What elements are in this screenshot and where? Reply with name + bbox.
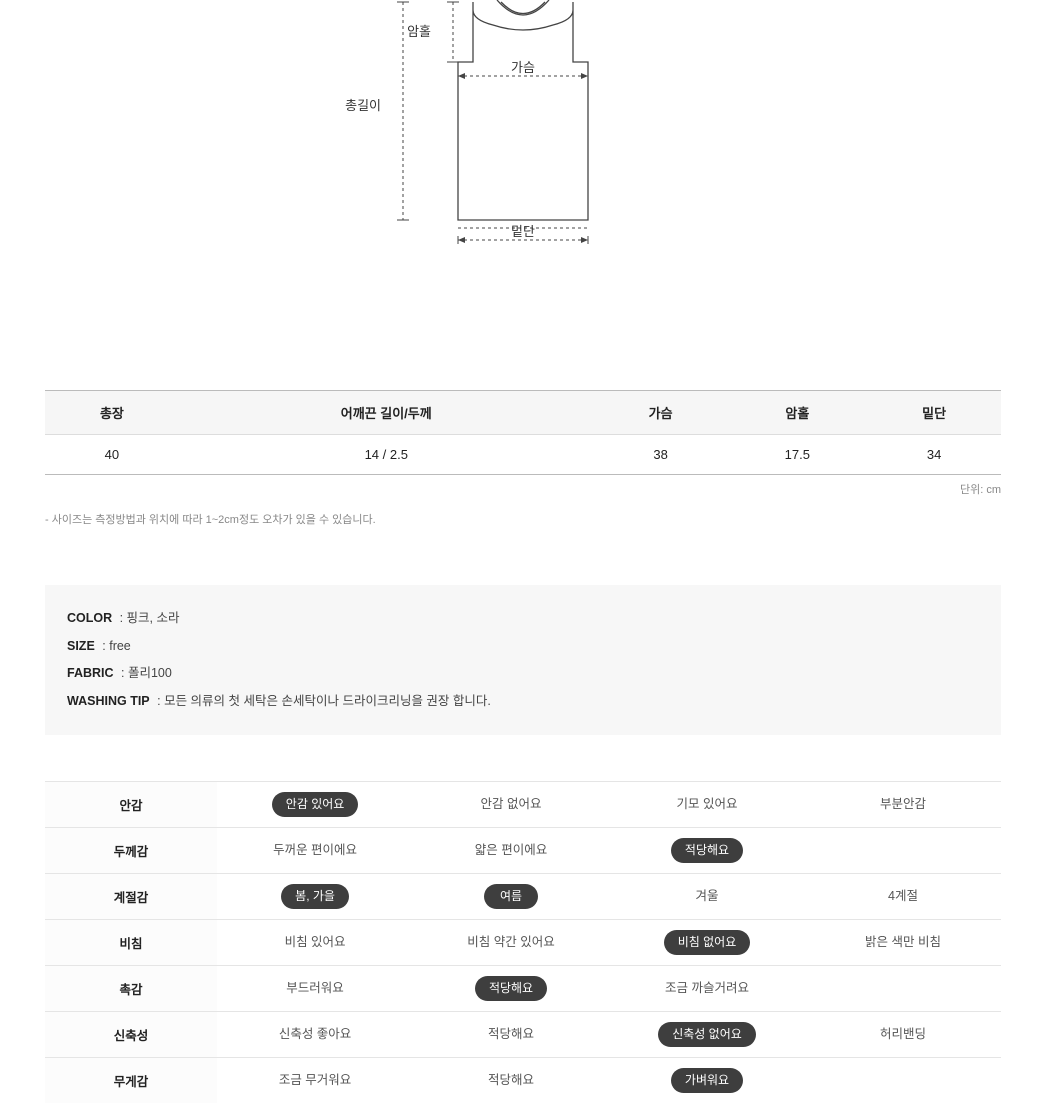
size-col-header: 암홀: [728, 391, 868, 435]
attr-option-selected: 봄, 가을: [281, 884, 349, 909]
attr-row-label: 신축성: [45, 1012, 217, 1058]
attr-option: 봄, 가을: [217, 874, 413, 920]
unit-label: 단위: cm: [45, 481, 1001, 497]
info-label: SIZE: [67, 639, 95, 653]
attr-option: 적당해요: [413, 966, 609, 1012]
size-note: - 사이즈는 측정방법과 위치에 따라 1~2cm정도 오차가 있을 수 있습니…: [45, 511, 1001, 527]
label-hem: 밑단: [511, 224, 535, 239]
size-col-header: 총장: [45, 391, 179, 435]
attr-option: 안감 없어요: [413, 782, 609, 828]
attr-option: 가벼워요: [609, 1058, 805, 1103]
attr-option: 적당해요: [413, 1058, 609, 1103]
attr-option: 신축성 좋아요: [217, 1012, 413, 1058]
attr-option: 비침 없어요: [609, 920, 805, 966]
size-cell: 40: [45, 435, 179, 475]
info-label: COLOR: [67, 611, 112, 625]
info-row: FABRIC : 폴리100: [67, 660, 979, 688]
size-col-header: 가슴: [594, 391, 728, 435]
attr-option: 안감 있어요: [217, 782, 413, 828]
size-table: 총장어깨끈 길이/두께가슴암홀밑단 4014 / 2.53817.534: [45, 390, 1001, 475]
product-info-box: COLOR : 핑크, 소라SIZE : freeFABRIC : 폴리100W…: [45, 585, 1001, 735]
attr-row: 신축성신축성 좋아요적당해요 신축성 없어요 허리밴딩: [45, 1012, 1001, 1058]
attr-option: 조금 까슬거려요: [609, 966, 805, 1012]
attr-option-selected: 적당해요: [671, 838, 743, 863]
attr-option: 얇은 편이에요: [413, 828, 609, 874]
attr-row: 무게감조금 무거워요적당해요 가벼워요: [45, 1058, 1001, 1103]
info-label: FABRIC: [67, 666, 114, 680]
garment-diagram: 암홀 총길이 가슴 밑단: [0, 0, 1046, 280]
attr-option-selected: 신축성 없어요: [658, 1022, 756, 1047]
attr-option: [805, 966, 1001, 1012]
attr-row-label: 비침: [45, 920, 217, 966]
attr-option: 조금 무거워요: [217, 1058, 413, 1103]
attr-option: 비침 있어요: [217, 920, 413, 966]
size-cell: 34: [867, 435, 1001, 475]
info-row: COLOR : 핑크, 소라: [67, 605, 979, 633]
attr-option: 여름: [413, 874, 609, 920]
attr-row-label: 두께감: [45, 828, 217, 874]
attr-row-label: 무게감: [45, 1058, 217, 1103]
attr-row: 계절감 봄, 가을 여름 겨울4계절: [45, 874, 1001, 920]
attr-option: 4계절: [805, 874, 1001, 920]
attr-option-selected: 비침 없어요: [664, 930, 751, 955]
size-cell: 38: [594, 435, 728, 475]
size-col-header: 밑단: [867, 391, 1001, 435]
attr-option: 허리밴딩: [805, 1012, 1001, 1058]
attr-option-selected: 적당해요: [475, 976, 547, 1001]
attr-option: 적당해요: [413, 1012, 609, 1058]
attr-option: 적당해요: [609, 828, 805, 874]
attr-option: [805, 828, 1001, 874]
attr-option: 부드러워요: [217, 966, 413, 1012]
info-value: : 모든 의류의 첫 세탁은 손세탁이나 드라이크리닝을 권장 합니다.: [154, 694, 491, 708]
attr-row-label: 계절감: [45, 874, 217, 920]
attr-option: 겨울: [609, 874, 805, 920]
attribute-table: 안감안감 있어요안감 없어요기모 있어요부분안감두께감두꺼운 편이에요얇은 편이…: [45, 781, 1001, 1103]
attr-option: 신축성 없어요: [609, 1012, 805, 1058]
info-row: WASHING TIP : 모든 의류의 첫 세탁은 손세탁이나 드라이크리닝을…: [67, 688, 979, 716]
attr-option-selected: 안감 있어요: [272, 792, 359, 817]
label-chest: 가슴: [511, 60, 535, 75]
attr-row-label: 안감: [45, 782, 217, 828]
attr-option-selected: 여름: [484, 884, 538, 909]
info-value: : 핑크, 소라: [116, 611, 179, 625]
label-total-length: 총길이: [345, 98, 381, 113]
attr-option: 두꺼운 편이에요: [217, 828, 413, 874]
attr-row: 두께감두꺼운 편이에요얇은 편이에요 적당해요: [45, 828, 1001, 874]
attr-row-label: 촉감: [45, 966, 217, 1012]
size-col-header: 어깨끈 길이/두께: [179, 391, 594, 435]
info-value: : free: [99, 639, 131, 653]
size-cell: 17.5: [728, 435, 868, 475]
label-armhole: 암홀: [407, 24, 431, 39]
attr-option-selected: 가벼워요: [671, 1068, 743, 1093]
attr-option: 밝은 색만 비침: [805, 920, 1001, 966]
attr-row: 안감 안감 있어요 안감 없어요기모 있어요부분안감: [45, 782, 1001, 828]
attr-option: 비침 약간 있어요: [413, 920, 609, 966]
attr-option: 부분안감: [805, 782, 1001, 828]
info-row: SIZE : free: [67, 633, 979, 661]
attr-row: 촉감부드러워요 적당해요 조금 까슬거려요: [45, 966, 1001, 1012]
info-value: : 폴리100: [118, 666, 172, 680]
attr-option: 기모 있어요: [609, 782, 805, 828]
attr-option: [805, 1058, 1001, 1103]
attr-row: 비침비침 있어요비침 약간 있어요 비침 없어요 밝은 색만 비침: [45, 920, 1001, 966]
info-label: WASHING TIP: [67, 694, 150, 708]
size-cell: 14 / 2.5: [179, 435, 594, 475]
